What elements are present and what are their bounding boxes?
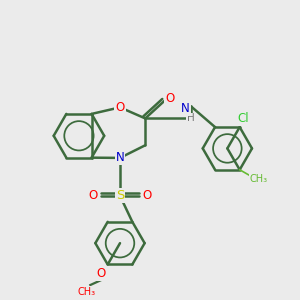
- Text: H: H: [187, 113, 195, 123]
- Text: CH₃: CH₃: [77, 287, 96, 297]
- Text: Cl: Cl: [238, 112, 249, 125]
- Text: N: N: [116, 152, 124, 164]
- Text: O: O: [165, 92, 175, 105]
- Text: O: O: [88, 189, 98, 202]
- Text: S: S: [116, 189, 124, 202]
- Text: O: O: [116, 101, 124, 114]
- Text: CH₃: CH₃: [250, 174, 268, 184]
- Text: O: O: [96, 267, 105, 280]
- Text: O: O: [142, 189, 152, 202]
- Text: N: N: [181, 102, 190, 115]
